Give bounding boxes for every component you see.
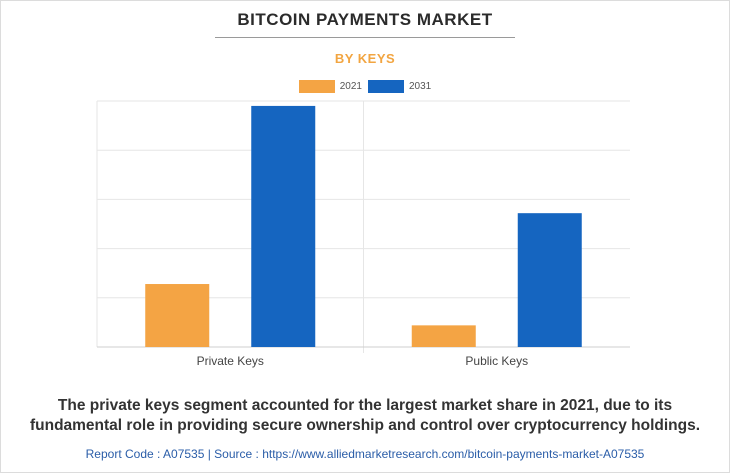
caption-line-2: fundamental role in providing secure own… bbox=[29, 417, 701, 434]
legend-item-2021: 2021 bbox=[298, 80, 362, 93]
chart-subtitle: BY KEYS bbox=[334, 51, 396, 66]
legend-item-2031: 2031 bbox=[368, 80, 431, 93]
source-footer: Report Code : A07535 | Source : https://… bbox=[85, 447, 645, 461]
legend-swatch-2021 bbox=[298, 80, 335, 93]
chart-caption: The private keys segment accounted for t… bbox=[0, 396, 730, 436]
caption-line-1: The private keys segment accounted for t… bbox=[57, 397, 673, 414]
legend-label-2021: 2021 bbox=[339, 81, 362, 92]
x-tick-label-public-keys: Public Keys bbox=[465, 354, 528, 368]
title-divider bbox=[215, 37, 515, 38]
chart-legend: 2021 2031 bbox=[0, 80, 730, 93]
x-tick-label-private-keys: Private Keys bbox=[197, 354, 264, 368]
bar-private-keys-2021 bbox=[145, 284, 210, 347]
bar-private-keys-2031 bbox=[251, 105, 316, 347]
bar-public-keys-2031 bbox=[517, 213, 582, 347]
chart-title: BITCOIN PAYMENTS MARKET bbox=[237, 10, 493, 29]
bar-public-keys-2021 bbox=[411, 325, 476, 347]
legend-label-2031: 2031 bbox=[409, 81, 432, 92]
legend-swatch-2031 bbox=[368, 80, 404, 93]
